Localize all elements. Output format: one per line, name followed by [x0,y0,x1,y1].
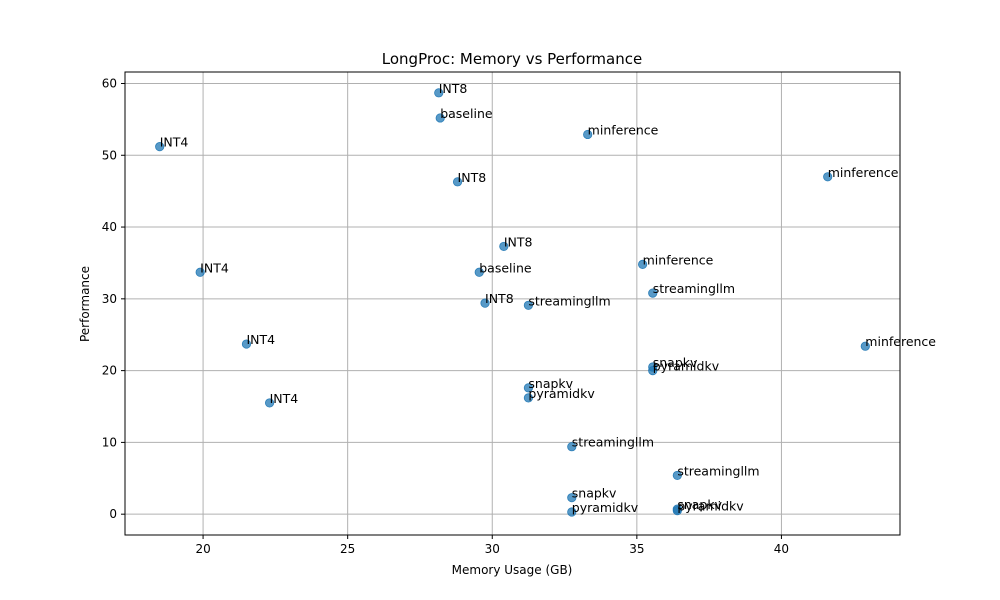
grid-lines [125,72,900,535]
data-point-label: minference [643,252,714,267]
data-point [435,113,445,123]
data-point-label: snapkv [677,497,722,512]
data-point [672,470,682,481]
y-tick-label: 10 [102,435,117,449]
chart-title: LongProc: Memory vs Performance [382,50,642,68]
data-point [648,288,658,298]
data-point-label: streamingllm [653,281,735,296]
x-tick-label: 25 [340,542,355,556]
data-point-label: minference [865,334,936,349]
data-point-label: baseline [440,106,493,121]
y-tick-label: 20 [102,364,117,378]
data-point [567,493,577,503]
data-point [480,298,490,308]
data-point-label: streamingllm [677,463,759,478]
y-tick-label: 30 [102,292,117,306]
x-axis-label: Memory Usage (GB) [452,563,573,577]
data-point-label: INT8 [504,234,533,249]
data-point [434,88,444,98]
data-point [567,507,577,517]
data-point-label: streamingllm [528,293,610,308]
data-point-label: minference [588,122,659,137]
data-point-label: INT4 [270,391,299,406]
data-point [452,177,463,187]
plot-area-frame [124,71,901,536]
x-tick-label: 30 [485,542,500,556]
y-tick-label: 40 [102,220,117,234]
data-point [474,267,484,277]
data-point-label: INT4 [246,332,275,347]
y-tick-label: 60 [102,76,117,90]
data-point [195,267,205,277]
data-point [648,366,658,376]
x-tick-label: 20 [195,542,210,556]
axis-ticks: 20 25 30 35 40 0 10 20 30 40 50 60 [102,76,789,556]
point-labels: INT8 baseline INT4 minference INT8 minference… [160,81,937,515]
data-point-label: streamingllm [572,435,654,450]
data-point [583,129,593,140]
data-point-label: INT8 [485,291,514,306]
y-axis-label: Performance [78,266,92,342]
y-tick-label: 50 [102,148,117,162]
data-point [860,341,870,351]
data-point-label: INT4 [200,260,229,275]
data-point [155,142,165,152]
data-point-label: minference [828,165,899,180]
data-point-label: snapkv [528,376,573,391]
x-tick-label: 35 [629,542,644,556]
data-points [155,88,870,517]
data-point-label: snapkv [572,486,617,501]
data-point-label: pyramidkv [653,359,720,374]
data-point-label: baseline [479,260,532,275]
data-point-label: INT4 [160,135,189,150]
data-point-label: pyramidkv [677,499,744,514]
y-tick-label: 0 [109,507,117,521]
data-point [523,393,534,403]
data-point [567,442,577,452]
data-point [264,398,275,408]
data-point [499,241,509,252]
data-point [523,383,534,393]
data-point-label: INT8 [439,81,468,96]
x-tick-label: 40 [774,542,789,556]
data-point [638,259,648,269]
data-point-label: pyramidkv [572,500,639,515]
data-point-label: pyramidkv [528,386,595,401]
data-point [823,172,833,182]
data-point-label: INT8 [458,170,487,185]
data-point [241,339,252,349]
data-point [523,300,534,310]
data-point-label: snapkv [653,355,698,370]
data-point [672,505,682,516]
